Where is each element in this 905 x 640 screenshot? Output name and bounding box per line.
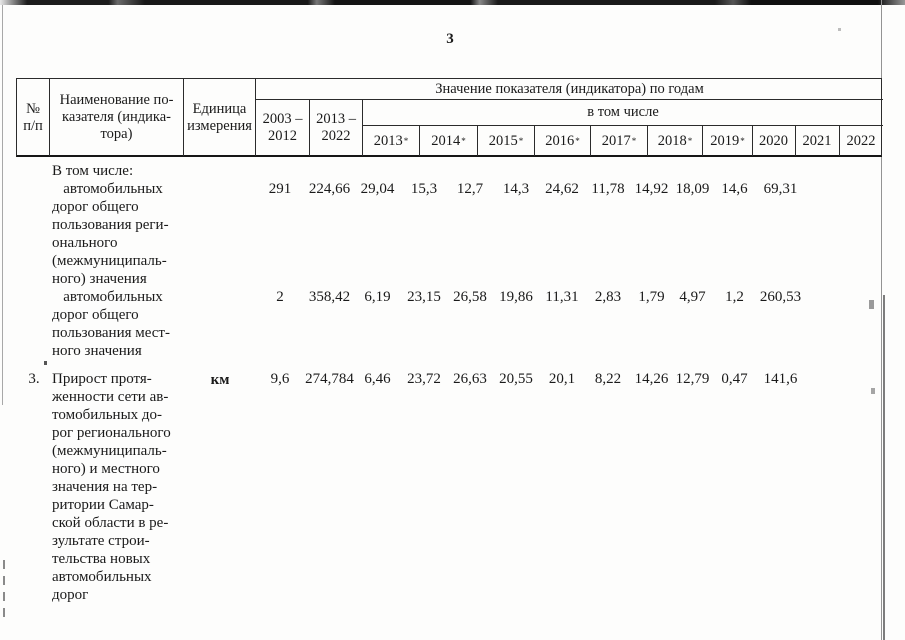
row-value: 26,58 [453,289,487,305]
year-label: 2018 [657,132,687,149]
row-value: 14,92 [634,181,669,197]
row-indicator-name: В том числе: автомобильных дорог общего … [52,163,169,287]
scan-speck [869,300,874,309]
row-value: 14,26 [634,371,669,387]
page-number: 3 [446,31,454,47]
row-value: 358,42 [308,289,351,305]
row-value: 9,6 [270,371,290,387]
header-cell-year-2018: 2018 * [648,126,703,156]
header-cell-year-2016: 2016 * [535,126,591,156]
header-cell-year-2014: 2014 * [420,126,478,156]
row-value: 0,47 [721,371,748,387]
scan-edge-left [2,5,3,405]
row-value: 4,97 [679,289,706,305]
year-label: 2019 [710,132,740,149]
row-value: 14,6 [721,181,748,197]
row-value: 20,55 [499,371,533,387]
row-value: 20,1 [548,371,576,387]
scan-edge-right-dark [883,295,885,640]
year-label: 2014 [431,132,461,149]
scan-edge-top [0,0,905,5]
table-header: № п/п Наименование по- казателя (индика-… [16,78,883,157]
year-label: 2022 [846,132,876,149]
row-value: 19,86 [499,289,533,305]
scan-speck [871,388,875,394]
row-value: 141,6 [763,371,798,387]
year-label: 2015 [488,132,518,149]
header-cell-subgroup-title: в том числе [363,100,883,126]
table-body: В том числе: автомобильных дорог общего … [0,162,905,604]
row-value: 260,53 [759,289,802,305]
year-label: 2020 [759,132,788,149]
row-value: 12,79 [675,371,710,387]
scan-speck [44,361,47,365]
row-indicator-name: Прирост протя- женности сети ав- томобил… [52,371,171,603]
scan-edge-left-dashes [3,560,5,620]
row-unit: км [210,372,230,388]
row-value: 2 [276,289,284,305]
header-cell-year-2013: 2013 * [363,126,420,156]
row-value: 23,15 [407,289,441,305]
row-value: 12,7 [456,181,484,197]
scan-speck [838,28,841,31]
row-value: 274,784 [305,371,354,387]
row-value: 24,62 [545,181,579,197]
header-cell-unit: Единица измерения [184,79,256,156]
row-value: 11,31 [545,289,579,305]
row-value: 6,46 [364,371,391,387]
row-value: 15,3 [410,181,438,197]
header-cell-year-2019: 2019 * [703,126,753,156]
year-label: 2016 [545,132,575,149]
row-number: 3. [28,371,40,387]
row-value: 291 [268,181,292,197]
row-value: 224,66 [308,181,351,197]
header-cell-period-2003-2012: 2003 – 2012 [256,100,310,156]
row-value: 1,2 [725,289,744,305]
header-cell-year-2020: 2020 [753,126,796,156]
header-cell-indicator-name: Наименование по- казателя (индика- тора) [50,79,184,156]
year-label: 2021 [802,132,832,149]
header-cell-year-2015: 2015 * [478,126,535,156]
table-row: автомобильных дорог общего пользования м… [0,288,905,360]
row-value: 26,63 [453,371,487,387]
header-cell-years-group-title: Значение показателя (индикатора) по года… [256,79,883,100]
row-indicator-name: автомобильных дорог общего пользования м… [52,289,170,359]
table-row: 3. Прирост протя- женности сети ав- томо… [0,370,905,604]
table-row: В том числе: автомобильных дорог общего … [0,162,905,288]
row-value: 1,79 [638,289,665,305]
year-label: 2013 [373,132,403,149]
row-value: 18,09 [675,181,710,197]
header-cell-year-2022: 2022 [840,126,883,156]
row-value: 29,04 [360,181,395,197]
row-value: 23,72 [407,371,441,387]
row-value: 69,31 [763,181,798,197]
row-value: 8,22 [594,371,622,387]
row-value: 2,83 [594,289,622,305]
header-cell-period-2013-2022: 2013 – 2022 [310,100,363,156]
header-cell-row-number: № п/п [17,79,50,156]
row-value: 14,3 [502,181,530,197]
row-value: 6,19 [364,289,391,305]
scan-edge-right [881,0,882,640]
year-label: 2017 [601,132,631,149]
header-cell-year-2021: 2021 [796,126,840,156]
header-cell-year-2017: 2017 * [591,126,648,156]
row-value: 11,78 [591,181,625,197]
